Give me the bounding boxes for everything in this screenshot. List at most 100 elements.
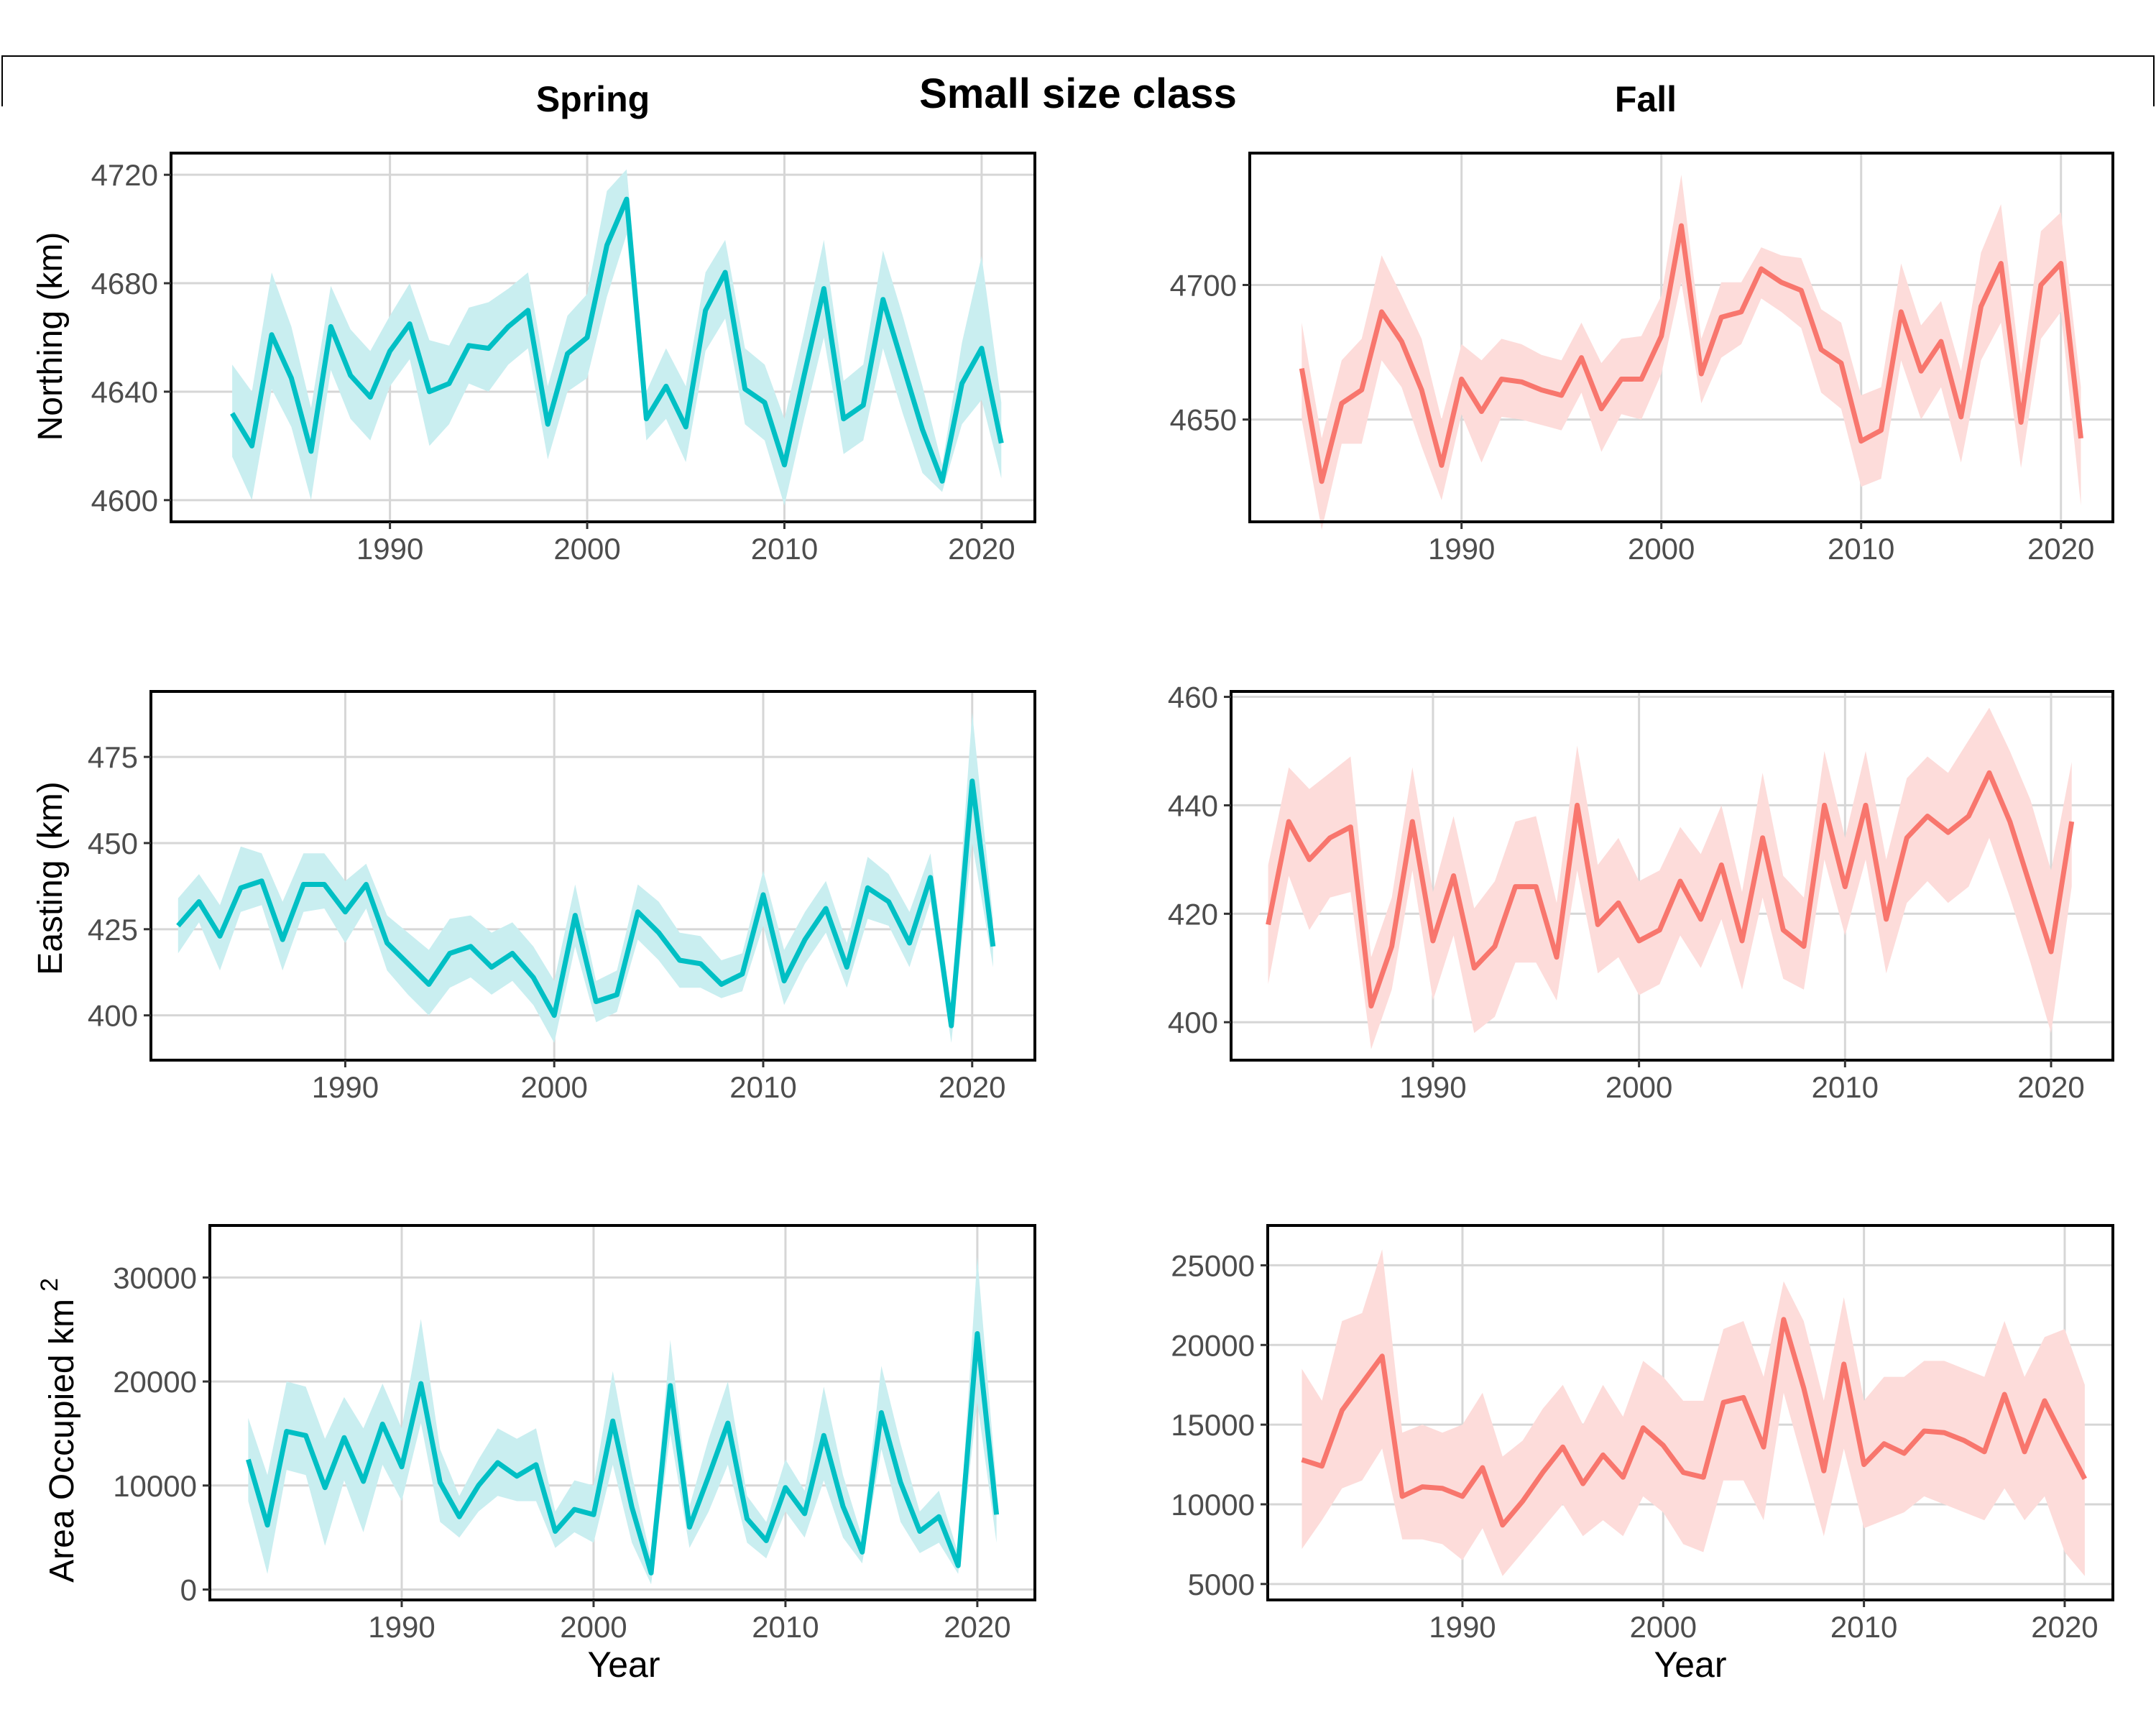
data-point	[1658, 929, 1661, 932]
data-point	[2003, 1393, 2006, 1396]
x-tick-label: 2000	[560, 1610, 627, 1644]
data-point	[803, 374, 806, 377]
data-point	[1722, 1401, 1725, 1404]
x-tick-label: 2020	[2027, 532, 2094, 566]
data-point	[1600, 408, 1603, 410]
data-point	[2029, 886, 2032, 888]
data-point	[1662, 1444, 1664, 1447]
y-tick-label: 460	[1168, 681, 1218, 714]
column-title-fall: Fall	[1615, 79, 1677, 119]
data-point	[365, 883, 368, 886]
data-point	[305, 1434, 308, 1437]
x-tick-label: 2020	[2031, 1610, 2098, 1644]
data-point	[1267, 923, 1270, 926]
data-point	[329, 325, 332, 328]
y-tick-label: 25000	[1171, 1248, 1255, 1282]
data-point	[1880, 429, 1883, 432]
data-point	[1582, 1482, 1585, 1485]
figure-title: Small size class	[919, 70, 1237, 117]
data-point	[344, 911, 346, 914]
data-point	[428, 390, 431, 393]
data-point	[1349, 826, 1352, 829]
series-line	[230, 196, 1004, 484]
data-point	[323, 883, 326, 886]
data-point	[720, 983, 723, 986]
data-point	[1421, 1486, 1424, 1489]
data-point	[1480, 410, 1483, 413]
y-tick-label: 20000	[1171, 1328, 1255, 1362]
x-tick-label: 2010	[1830, 1610, 1897, 1644]
data-point	[251, 444, 254, 447]
x-tick-label: 1990	[368, 1610, 435, 1644]
data-point	[961, 382, 964, 385]
x-tick-label: 2020	[944, 1610, 1010, 1644]
data-point	[362, 1480, 365, 1483]
data-point	[1720, 863, 1723, 866]
data-point	[270, 334, 273, 336]
data-point	[824, 907, 827, 910]
data-point	[822, 1434, 825, 1437]
data-point	[369, 396, 372, 399]
data-point	[290, 377, 292, 380]
panel-spring-northing: 4600 4640 4680 4720 1990 2000 2010 2020	[91, 152, 1036, 566]
data-point	[1493, 945, 1496, 948]
data-point	[1903, 1452, 1906, 1455]
data-point	[1802, 1386, 1805, 1389]
data-point	[976, 1333, 979, 1335]
panel-spring-easting: 400 425 450 475 1990 2000 2010 2020	[88, 690, 1036, 1104]
data-point	[1863, 1463, 1866, 1466]
y-tick-label: 4650	[1170, 403, 1237, 437]
data-point	[497, 1461, 499, 1464]
x-tick-label: 1990	[356, 532, 423, 566]
data-point	[2043, 1399, 2046, 1402]
x-tick-label: 1990	[1399, 1070, 1466, 1104]
data-point	[1920, 369, 1922, 372]
data-point	[527, 309, 530, 312]
data-point	[487, 347, 490, 350]
data-point	[231, 412, 234, 415]
data-point	[458, 1515, 461, 1518]
panel-frame	[208, 1224, 1036, 1601]
data-point	[2009, 820, 2012, 823]
data-point	[645, 418, 648, 420]
data-point	[1500, 378, 1503, 381]
data-point	[1963, 1439, 1966, 1442]
data-point	[746, 1517, 749, 1520]
data-point	[783, 464, 786, 466]
data-point	[724, 271, 727, 274]
data-point	[1602, 1453, 1605, 1456]
data-point	[1700, 372, 1703, 375]
data-point	[1411, 820, 1414, 823]
data-point	[1621, 1476, 1624, 1478]
x-tick-label: 2020	[939, 1070, 1005, 1104]
data-point	[1391, 945, 1393, 948]
x-tick-label: 2010	[751, 532, 818, 566]
data-point	[1370, 1005, 1373, 1008]
data-point	[1742, 1396, 1745, 1399]
data-point	[1452, 875, 1455, 878]
data-point	[2040, 284, 2042, 287]
data-point	[239, 886, 242, 889]
data-point	[1761, 837, 1764, 840]
data-point	[535, 1463, 538, 1466]
data-point	[1441, 1487, 1444, 1490]
data-point	[448, 382, 451, 385]
data-point	[2050, 950, 2053, 953]
data-point	[1800, 289, 1802, 292]
data-point	[546, 423, 549, 426]
data-point	[1940, 340, 1943, 343]
data-point	[901, 363, 904, 366]
data-point	[888, 901, 890, 903]
data-point	[420, 1382, 423, 1385]
y-tick-label: 425	[88, 913, 138, 947]
panel-fall-area: 5000 10000 15000 20000 25000 1990 2000 2010 2020	[1171, 1224, 2114, 1644]
data-point	[507, 325, 510, 328]
data-point	[532, 976, 535, 979]
y-tick-label: 4640	[91, 375, 158, 409]
data-point	[1000, 442, 1003, 445]
data-point	[637, 911, 640, 914]
y-tick-label: 4600	[91, 484, 158, 518]
data-point	[1360, 389, 1363, 392]
panel-frame	[1248, 152, 2114, 523]
y-tick-label: 30000	[113, 1261, 197, 1294]
